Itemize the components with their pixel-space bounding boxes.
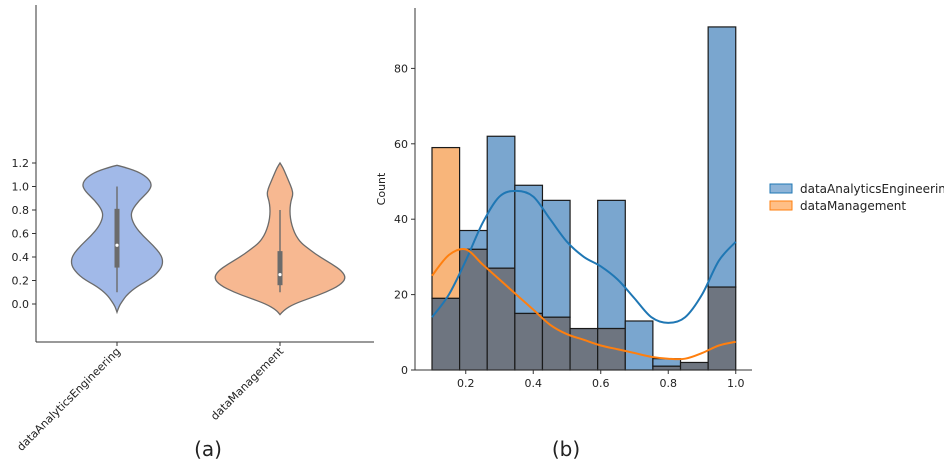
histogram-y-tick-label: 80 — [394, 62, 408, 75]
histogram-x-tick-label: 0.2 — [457, 377, 475, 390]
histogram-legend: dataAnalyticsEngineering dataManagement — [769, 182, 944, 213]
histogram-bar-dataAnalyticsEngineering — [514, 184, 544, 315]
histogram-bar-overlap — [486, 267, 516, 371]
legend-label-dataAnalyticsEngineering: dataAnalyticsEngineering — [800, 182, 944, 196]
violin-y-tick-label: 0.4 — [12, 251, 30, 264]
histogram-bar-dataAnalyticsEngineering — [486, 135, 516, 269]
histogram-bar-overlap — [569, 327, 599, 371]
panel-b-label: (b) — [552, 437, 580, 461]
histogram-bar-overlap — [541, 316, 571, 371]
violin-panel: 0.0 0.2 0.4 0.6 0.8 1.0 1.2 dataAnalyticsEngin… — [12, 5, 374, 461]
violin-iqr-box — [277, 251, 283, 286]
histogram-bar-dataManagement — [431, 146, 461, 299]
histogram-y-tick-label: 20 — [394, 289, 408, 302]
violin-y-tick-label: 0.6 — [12, 228, 30, 241]
histogram-bar-dataAnalyticsEngineering — [597, 199, 626, 330]
histogram-bar-overlap — [652, 365, 682, 371]
histogram-bar-dataAnalyticsEngineering — [459, 229, 488, 250]
violin-bodies — [70, 161, 346, 316]
kde-curves — [431, 189, 737, 361]
histogram-bar-dataAnalyticsEngineering — [624, 320, 654, 371]
violin-iqr-box — [114, 208, 120, 268]
violin-x-ticks: dataAnalyticsEngineering dataManagement — [14, 342, 287, 454]
histogram-bar-overlap — [707, 286, 737, 371]
violin-y-tick-label: 0.8 — [12, 204, 30, 217]
violin-boxplots — [114, 186, 283, 293]
legend-swatch-dataManagement — [769, 200, 793, 211]
histogram-bar-overlap — [514, 312, 544, 371]
histogram-bar-overlap — [679, 361, 709, 371]
violin-axes — [35, 5, 374, 343]
histogram-bar-overlap — [431, 297, 461, 371]
histogram-x-tick-label: 0.4 — [525, 377, 543, 390]
violin-x-tick-label: dataManagement — [208, 344, 286, 422]
violin-median-dot — [115, 243, 119, 247]
histogram-bar-dataAnalyticsEngineering — [541, 199, 571, 318]
histogram-y-tick-label: 0 — [401, 364, 408, 377]
legend-swatch-dataAnalyticsEngineering — [769, 183, 793, 194]
histogram-bar-overlap — [459, 248, 488, 371]
histogram-panel: 0 20 40 60 80 0.2 0.4 0.6 0.8 1.0 Count dataAnal… — [375, 8, 944, 461]
histogram-bars — [431, 26, 737, 371]
histogram-y-tick-label: 60 — [394, 138, 408, 151]
histogram-bar-dataAnalyticsEngineering — [707, 26, 737, 288]
kde-curve-dataAnalyticsEngineering — [431, 189, 737, 324]
kde-curve-dataManagement — [431, 247, 736, 361]
panel-a-label: (a) — [194, 437, 222, 461]
legend-label-dataManagement: dataManagement — [800, 199, 906, 213]
histogram-x-tick-label: 0.8 — [660, 377, 678, 390]
violin-y-ticks: 0.0 0.2 0.4 0.6 0.8 1.0 1.2 — [12, 157, 36, 311]
histogram-x-ticks: 0.2 0.4 0.6 0.8 1.0 — [457, 370, 745, 390]
histogram-y-axis-label: Count — [375, 172, 388, 205]
violin-y-tick-label: 1.2 — [12, 157, 30, 170]
histogram-y-tick-label: 40 — [394, 213, 408, 226]
violin-median-dot — [278, 273, 282, 277]
histogram-y-ticks: 0 20 40 60 80 — [394, 62, 415, 377]
violin-y-tick-label: 0.0 — [12, 298, 30, 311]
histogram-x-tick-label: 0.6 — [592, 377, 610, 390]
histogram-x-tick-label: 1.0 — [727, 377, 745, 390]
violin-x-tick-label: dataAnalyticsEngineering — [14, 345, 123, 454]
violin-y-tick-label: 1.0 — [12, 181, 30, 194]
violin-y-tick-label: 0.2 — [12, 275, 30, 288]
